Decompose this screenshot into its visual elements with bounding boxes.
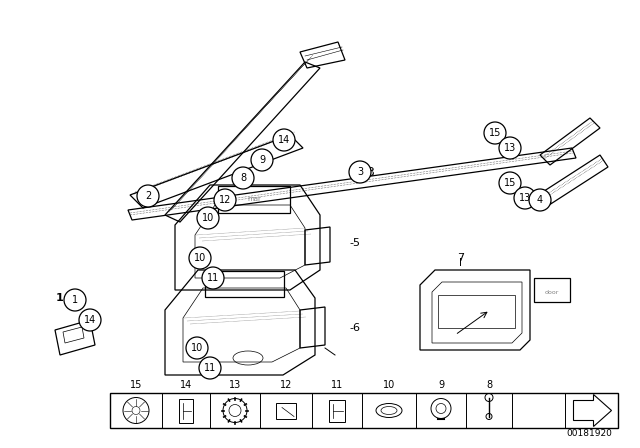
Circle shape (199, 357, 221, 379)
Circle shape (514, 187, 536, 209)
Text: 14: 14 (278, 135, 290, 145)
Text: mar: mar (247, 196, 261, 202)
Text: 10: 10 (191, 343, 203, 353)
Text: 11: 11 (204, 363, 216, 373)
Text: 14: 14 (180, 380, 192, 390)
Text: 4: 4 (544, 197, 552, 207)
Circle shape (189, 247, 211, 269)
Text: -5: -5 (349, 238, 360, 248)
Text: 10: 10 (202, 213, 214, 223)
Circle shape (484, 122, 506, 144)
Text: 15: 15 (130, 380, 142, 390)
Text: 8: 8 (486, 380, 492, 390)
Circle shape (232, 167, 254, 189)
Text: 00181920: 00181920 (566, 429, 612, 438)
Text: 15: 15 (504, 178, 516, 188)
Circle shape (186, 337, 208, 359)
Text: door: door (545, 289, 559, 294)
Text: 13: 13 (519, 193, 531, 203)
Circle shape (64, 289, 86, 311)
Circle shape (499, 137, 521, 159)
Text: 11: 11 (331, 380, 343, 390)
Text: 10: 10 (383, 380, 395, 390)
Circle shape (79, 309, 101, 331)
Text: 12: 12 (219, 195, 231, 205)
Text: 3: 3 (357, 167, 363, 177)
Text: 11: 11 (207, 273, 219, 283)
Text: 10: 10 (194, 253, 206, 263)
Circle shape (499, 172, 521, 194)
Circle shape (251, 149, 273, 171)
Text: 1: 1 (72, 295, 78, 305)
Text: 15: 15 (489, 128, 501, 138)
Text: 13: 13 (229, 380, 241, 390)
Bar (110, 393, 618, 428)
Text: 7: 7 (458, 253, 465, 263)
Circle shape (197, 207, 219, 229)
Text: 3: 3 (366, 165, 374, 178)
Circle shape (349, 161, 371, 183)
Text: 9: 9 (259, 155, 265, 165)
Circle shape (202, 267, 224, 289)
Text: 13: 13 (504, 143, 516, 153)
Circle shape (273, 129, 295, 151)
Text: 8: 8 (240, 173, 246, 183)
Text: 9: 9 (438, 380, 444, 390)
Text: -6: -6 (349, 323, 360, 333)
Circle shape (214, 189, 236, 211)
Text: 4: 4 (537, 195, 543, 205)
Circle shape (137, 185, 159, 207)
Text: 14: 14 (84, 315, 96, 325)
Circle shape (529, 189, 551, 211)
Text: 1: 1 (55, 293, 63, 303)
Text: 2: 2 (138, 191, 146, 201)
Text: 2: 2 (145, 191, 151, 201)
Text: 12: 12 (280, 380, 292, 390)
